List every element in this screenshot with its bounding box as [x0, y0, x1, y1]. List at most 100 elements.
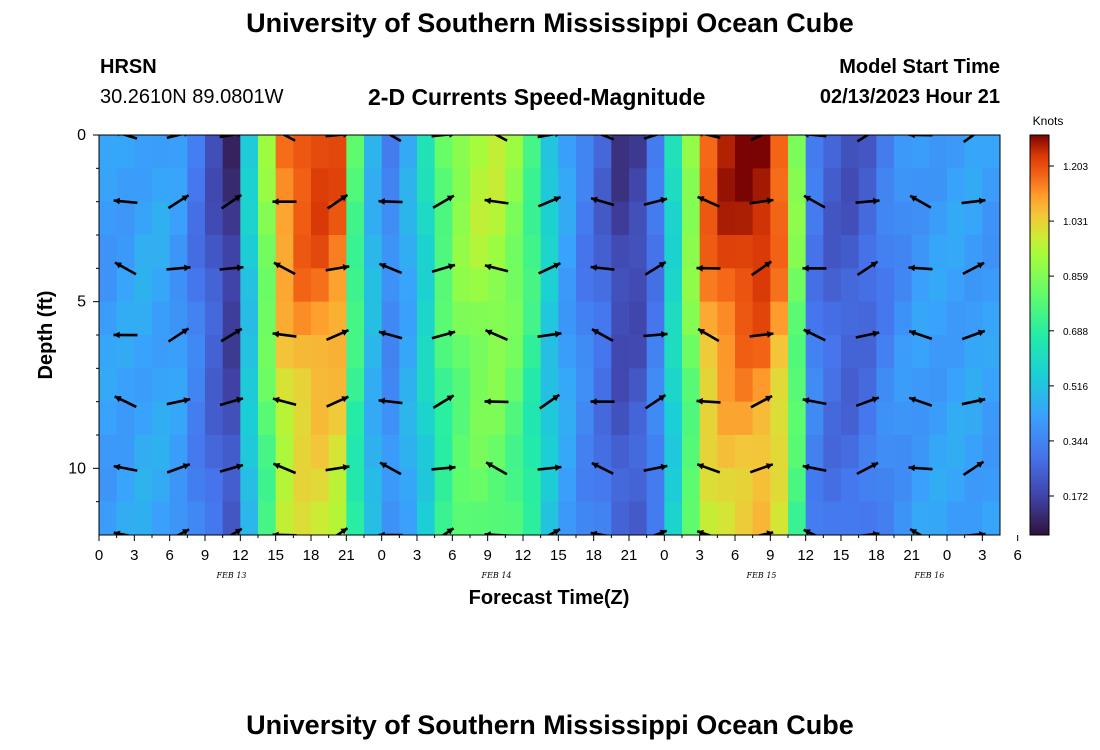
heatmap-cell — [116, 335, 135, 369]
model-start-value: 02/13/2023 Hour 21 — [819, 86, 1000, 108]
x-tick-label: 6 — [1013, 547, 1021, 564]
current-vector — [432, 394, 455, 410]
heatmap-cell — [346, 368, 365, 403]
heatmap-cell — [293, 468, 312, 503]
heatmap-cell — [116, 301, 135, 336]
heatmap-cell — [876, 301, 895, 336]
current-vector — [378, 262, 403, 275]
heatmap-cell — [947, 335, 966, 369]
heatmap-cell — [417, 335, 436, 369]
heatmap-cell — [929, 468, 948, 503]
heatmap-cell — [894, 268, 913, 303]
heatmap-cell — [894, 135, 913, 169]
heatmap-cell — [523, 335, 542, 369]
heatmap-cell — [523, 268, 542, 303]
current-vector — [538, 262, 561, 275]
heatmap-cell — [611, 435, 630, 469]
heatmap-cell — [169, 268, 188, 303]
current-vector — [697, 327, 720, 343]
heatmap-cell — [311, 468, 330, 503]
heatmap-cell — [894, 401, 913, 436]
heatmap-cell — [788, 268, 807, 303]
heatmap-cell — [629, 268, 648, 303]
heatmap-cell — [593, 235, 612, 269]
heatmap-cell — [205, 135, 224, 169]
heatmap-cell — [982, 401, 1000, 436]
heatmap-cell — [611, 235, 630, 269]
heatmap-cell — [929, 401, 948, 436]
heatmap-cell — [699, 335, 718, 369]
heatmap-cell — [240, 401, 259, 436]
heatmap-cell — [858, 301, 877, 336]
x-tick-label: 0 — [95, 547, 103, 564]
day-label: FEB 14 — [481, 571, 512, 580]
heatmap-cell — [752, 401, 771, 436]
heatmap-cell — [576, 201, 595, 236]
heatmap-cell — [911, 401, 930, 436]
heatmap-cell — [982, 335, 1000, 369]
current-vector — [803, 194, 826, 209]
current-vector — [802, 397, 827, 406]
current-vector — [325, 135, 350, 138]
heatmap-cell — [275, 301, 294, 336]
heatmap-cell — [169, 468, 188, 503]
heatmap-cell — [858, 368, 877, 403]
x-tick-label: 9 — [483, 547, 491, 564]
heatmap-cell — [505, 468, 524, 503]
heatmap-cell — [205, 168, 224, 203]
current-vector — [219, 396, 244, 407]
heatmap-cell — [275, 235, 294, 269]
x-tick-label: 9 — [201, 547, 209, 564]
heatmap-cell — [275, 368, 294, 403]
heatmap-cell — [911, 135, 930, 169]
heatmap-cell — [364, 335, 383, 369]
heatmap-cell — [487, 401, 506, 436]
heatmap-cell — [417, 168, 436, 203]
heatmap-cell — [293, 135, 312, 169]
current-vector — [803, 528, 818, 535]
heatmap-cell — [876, 135, 895, 169]
heatmap-cell — [770, 501, 789, 535]
heatmap-cell — [417, 201, 436, 236]
x-tick-label: 3 — [413, 547, 421, 564]
current-vector — [696, 264, 721, 272]
x-tick-label: 21 — [338, 547, 355, 564]
heatmap-cell — [770, 335, 789, 369]
heatmap-cell — [576, 501, 595, 535]
current-vector — [325, 264, 350, 272]
heatmap-cell — [452, 501, 471, 535]
heatmap-cell — [540, 435, 559, 469]
current-vector — [167, 327, 190, 343]
heatmap-cell — [858, 335, 877, 369]
heatmap-cell — [717, 301, 736, 336]
heatmap-cell — [293, 301, 312, 336]
heatmap-cell — [929, 135, 948, 169]
heatmap-cell — [752, 301, 771, 336]
heatmap-cell — [258, 135, 277, 169]
heatmap-cell — [947, 135, 966, 169]
heatmap-cell — [169, 401, 188, 436]
current-vector — [961, 397, 986, 406]
colorbar-tick-label: 0.516 — [1063, 382, 1088, 393]
heatmap-cell — [434, 268, 453, 303]
heatmap-cell — [841, 501, 860, 535]
heatmap-cell — [611, 301, 630, 336]
current-vector — [219, 135, 241, 139]
heatmap-cell — [487, 335, 506, 369]
current-vector — [537, 195, 562, 208]
current-vector — [590, 398, 615, 405]
heatmap-cell — [364, 201, 383, 236]
heatmap-cell — [911, 268, 930, 303]
heatmap-cell — [240, 368, 259, 403]
heatmap-cell — [399, 135, 418, 169]
heatmap-cell — [788, 401, 807, 436]
x-tick-label: 6 — [731, 547, 739, 564]
heatmap-cell — [187, 301, 206, 336]
heatmap-cell — [187, 368, 206, 403]
heatmap-cell — [328, 335, 347, 369]
heatmap-cell — [629, 235, 648, 269]
heatmap-cell — [770, 368, 789, 403]
heatmap-cell — [134, 368, 153, 403]
heatmap-cell — [876, 368, 895, 403]
heatmap-cell — [558, 168, 577, 203]
